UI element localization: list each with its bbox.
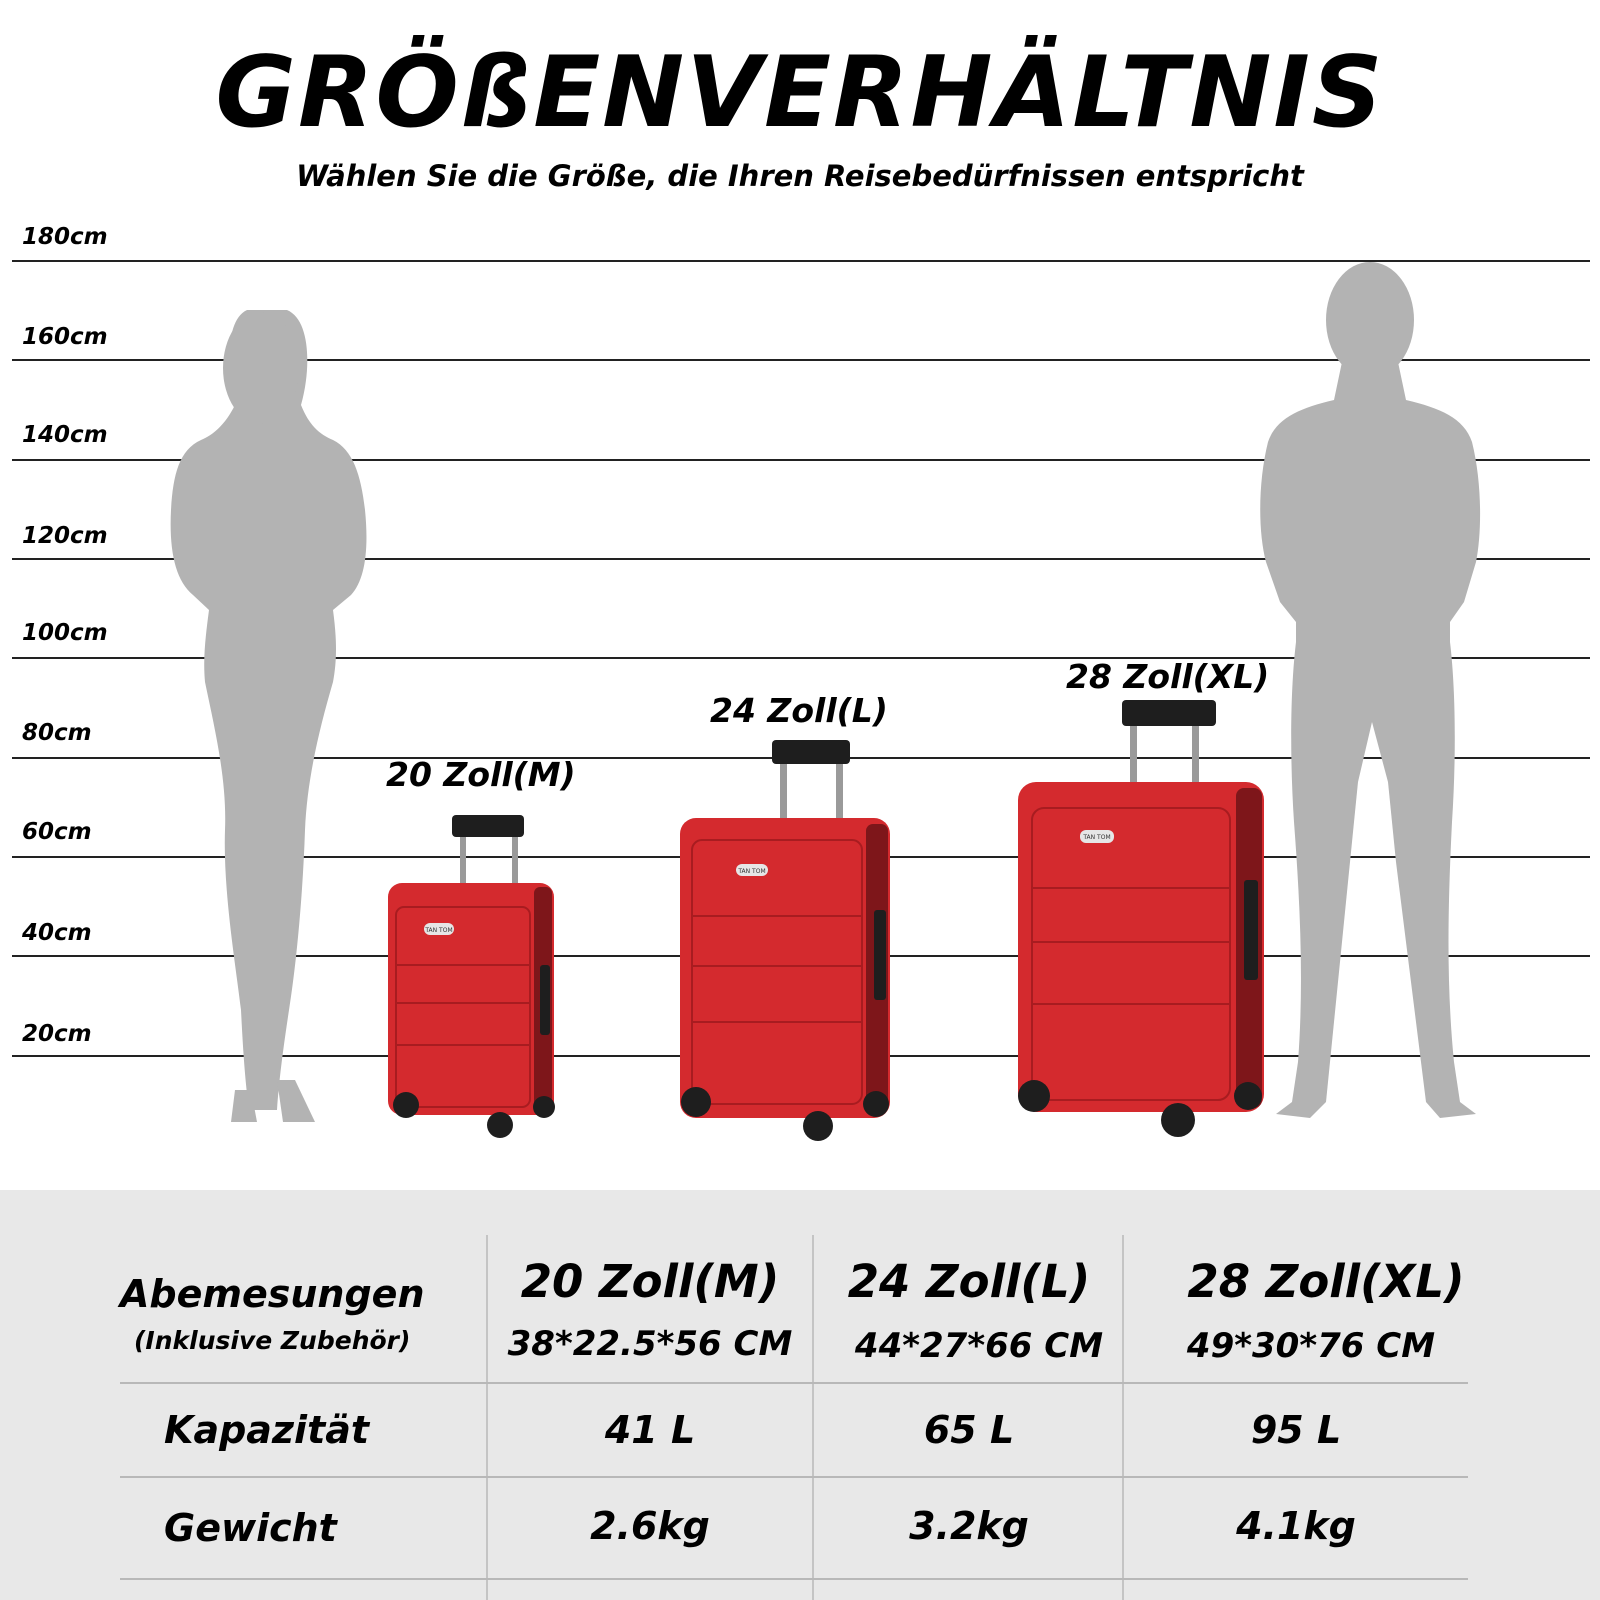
suitcase-l-icon: TAN TOM xyxy=(680,740,890,1141)
weight-value-m: 2.6kg xyxy=(590,1504,710,1548)
scale-line-120 xyxy=(12,558,1590,560)
spec-table: Abemesungen (Inklusive Zubehör) 20 Zoll(… xyxy=(0,1190,1600,1600)
size-label-m: 20 Zoll(M) xyxy=(386,755,576,794)
table-row-divider-3 xyxy=(120,1578,1468,1580)
brand-badge-l: TAN TOM xyxy=(737,868,765,875)
scale-label-40: 40cm xyxy=(22,920,92,946)
column-dimensions-m: 38*22.5*56 CM xyxy=(507,1324,793,1364)
brand-badge-m: TAN TOM xyxy=(424,927,452,934)
size-label-xl: 28 Zoll(XL) xyxy=(1066,657,1270,696)
column-name-m: 20 Zoll(M) xyxy=(520,1255,780,1308)
table-header-sublabel: (Inklusive Zubehör) xyxy=(134,1326,411,1355)
column-dimensions-xl: 49*30*76 CM xyxy=(1186,1326,1436,1366)
table-divider-3 xyxy=(1122,1235,1124,1600)
scale-label-120: 120cm xyxy=(22,523,108,549)
suitcase-m-icon: TAN TOM xyxy=(388,815,555,1138)
row-label-weight: Gewicht xyxy=(164,1506,337,1550)
scale-label-160: 160cm xyxy=(22,324,108,350)
row-label-capacity: Kapazität xyxy=(164,1408,370,1452)
scale-label-60: 60cm xyxy=(22,819,92,845)
capacity-value-l: 65 L xyxy=(923,1408,1015,1452)
page-title: GRÖßENVERHÄLTNIS xyxy=(215,36,1385,150)
size-label-l: 24 Zoll(L) xyxy=(710,691,888,730)
suitcase-xl-icon: TAN TOM xyxy=(1018,700,1264,1137)
scale-line-100 xyxy=(12,657,1590,659)
capacity-value-m: 41 L xyxy=(604,1408,696,1452)
page-subtitle: Wählen Sie die Größe, die Ihren Reisebed… xyxy=(296,159,1304,193)
scale-line-160 xyxy=(12,359,1590,361)
weight-value-xl: 4.1kg xyxy=(1236,1504,1356,1548)
scale-label-140: 140cm xyxy=(22,422,108,448)
column-name-xl: 28 Zoll(XL) xyxy=(1187,1255,1465,1308)
scale-label-100: 100cm xyxy=(22,620,108,646)
scale-label-180: 180cm xyxy=(22,224,108,250)
weight-value-l: 3.2kg xyxy=(909,1504,1029,1548)
column-dimensions-l: 44*27*66 CM xyxy=(854,1326,1104,1366)
scale-label-20: 20cm xyxy=(22,1021,92,1047)
brand-badge-xl: TAN TOM xyxy=(1082,834,1110,841)
column-name-l: 24 Zoll(L) xyxy=(847,1255,1091,1308)
scale-label-80: 80cm xyxy=(22,720,92,746)
table-row-divider-1 xyxy=(120,1382,1468,1384)
man-silhouette-icon xyxy=(1260,262,1481,1118)
scale-line-140 xyxy=(12,459,1590,461)
table-divider-1 xyxy=(486,1235,488,1600)
table-header-label: Abemesungen xyxy=(120,1272,425,1316)
scale-line-180 xyxy=(12,260,1590,262)
capacity-value-xl: 95 L xyxy=(1250,1408,1342,1452)
woman-silhouette-icon xyxy=(170,310,367,1122)
table-row-divider-2 xyxy=(120,1476,1468,1478)
table-divider-2 xyxy=(812,1235,814,1600)
